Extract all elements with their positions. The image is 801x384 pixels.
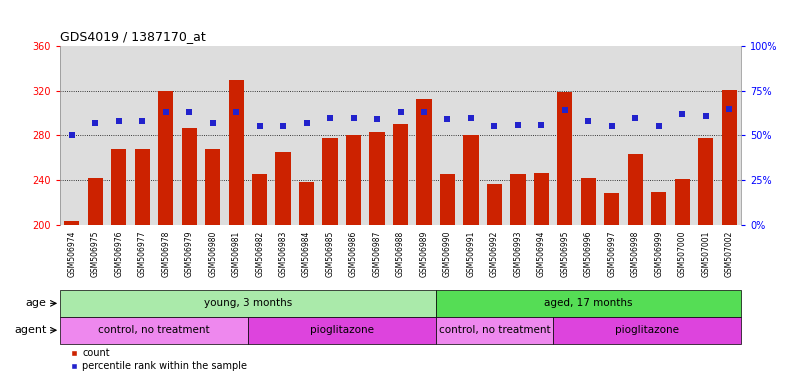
Point bbox=[441, 116, 454, 122]
Bar bbox=[205, 149, 220, 225]
Bar bbox=[698, 137, 714, 225]
Bar bbox=[463, 136, 478, 225]
Bar bbox=[392, 124, 409, 225]
Point bbox=[324, 114, 336, 121]
Bar bbox=[557, 92, 573, 225]
Bar bbox=[674, 179, 690, 225]
Bar bbox=[60, 317, 248, 344]
Text: control, no treatment: control, no treatment bbox=[99, 325, 210, 335]
Point bbox=[394, 109, 407, 115]
Bar bbox=[510, 174, 525, 225]
Bar bbox=[436, 290, 741, 317]
Bar bbox=[417, 99, 432, 225]
Point bbox=[300, 120, 313, 126]
Point bbox=[512, 122, 525, 128]
Point bbox=[253, 123, 266, 129]
Text: pioglitazone: pioglitazone bbox=[310, 325, 374, 335]
Bar bbox=[487, 184, 502, 225]
Bar bbox=[158, 91, 173, 225]
Text: GDS4019 / 1387170_at: GDS4019 / 1387170_at bbox=[60, 30, 206, 43]
Point bbox=[465, 114, 477, 121]
Point bbox=[159, 109, 172, 115]
Text: age: age bbox=[26, 298, 46, 308]
Point bbox=[276, 123, 289, 129]
Bar bbox=[581, 178, 596, 225]
Point bbox=[558, 107, 571, 113]
Bar bbox=[252, 174, 268, 225]
Point bbox=[112, 118, 125, 124]
Point bbox=[652, 123, 665, 129]
Bar bbox=[369, 132, 384, 225]
Text: pioglitazone: pioglitazone bbox=[615, 325, 679, 335]
Bar bbox=[533, 173, 549, 225]
Bar bbox=[60, 290, 436, 317]
Bar bbox=[323, 137, 338, 225]
Bar bbox=[628, 154, 643, 225]
Point bbox=[417, 109, 430, 115]
Bar bbox=[553, 317, 741, 344]
Point bbox=[136, 118, 149, 124]
Point bbox=[89, 120, 102, 126]
Point bbox=[183, 109, 195, 115]
Point bbox=[488, 123, 501, 129]
Bar bbox=[182, 127, 197, 225]
Bar bbox=[87, 178, 103, 225]
Point bbox=[66, 132, 78, 139]
Legend: count, percentile rank within the sample: count, percentile rank within the sample bbox=[65, 344, 252, 375]
Point bbox=[629, 114, 642, 121]
Bar bbox=[440, 174, 455, 225]
Point bbox=[699, 113, 712, 119]
Bar bbox=[228, 79, 244, 225]
Bar bbox=[436, 317, 553, 344]
Bar bbox=[651, 192, 666, 225]
Text: control, no treatment: control, no treatment bbox=[439, 325, 550, 335]
Bar bbox=[299, 182, 314, 225]
Bar bbox=[722, 89, 737, 225]
Point bbox=[723, 106, 735, 112]
Bar bbox=[64, 221, 79, 225]
Point bbox=[207, 120, 219, 126]
Text: young, 3 months: young, 3 months bbox=[203, 298, 292, 308]
Bar bbox=[248, 317, 436, 344]
Point bbox=[347, 114, 360, 121]
Point bbox=[582, 118, 594, 124]
Point bbox=[606, 123, 618, 129]
Point bbox=[676, 111, 689, 117]
Bar bbox=[135, 149, 150, 225]
Text: agent: agent bbox=[14, 325, 46, 335]
Text: aged, 17 months: aged, 17 months bbox=[544, 298, 633, 308]
Bar bbox=[111, 149, 127, 225]
Bar bbox=[604, 194, 619, 225]
Point bbox=[230, 109, 243, 115]
Bar bbox=[346, 136, 361, 225]
Point bbox=[371, 116, 384, 122]
Bar bbox=[276, 152, 291, 225]
Point bbox=[535, 122, 548, 128]
